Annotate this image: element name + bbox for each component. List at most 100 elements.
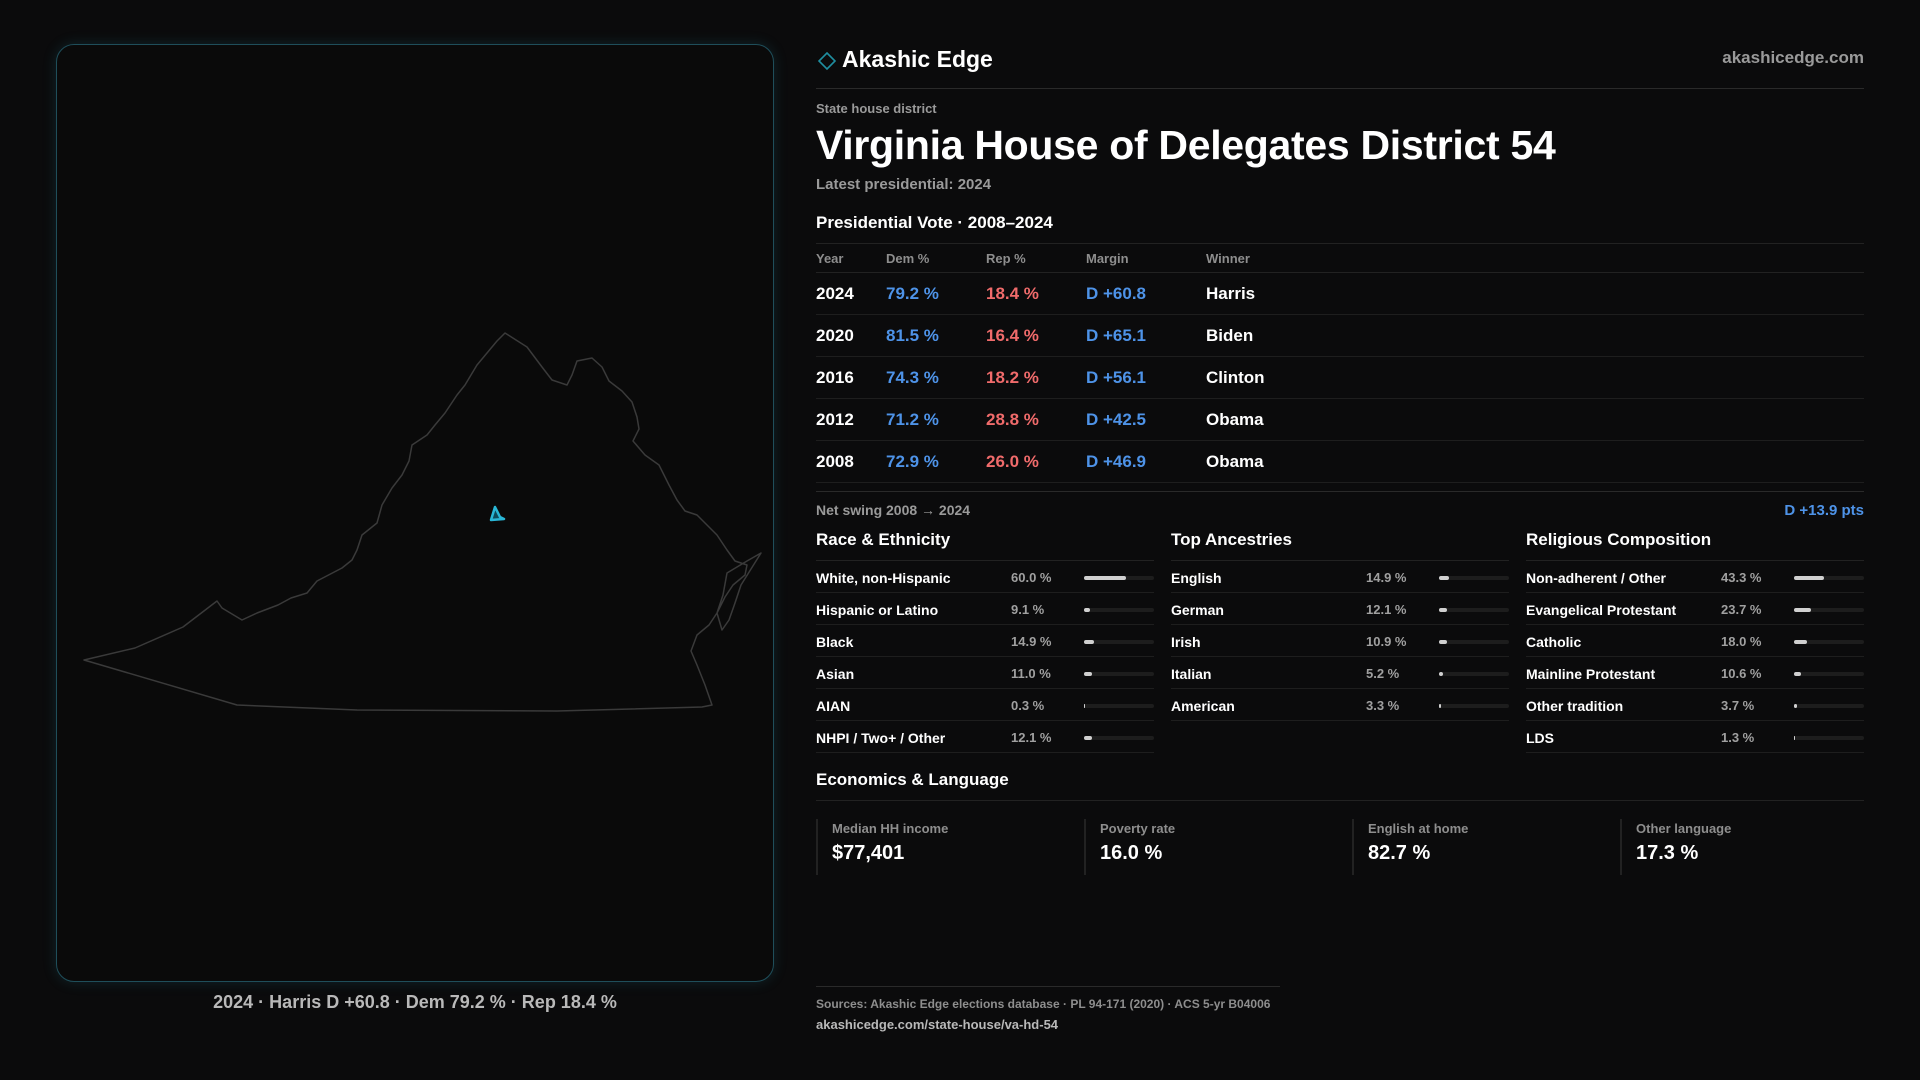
demographics-section: Race & Ethnicity White, non-Hispanic 60.0… (816, 530, 1864, 770)
item-bar-fill (1439, 672, 1443, 676)
item-label: German (1171, 602, 1224, 618)
item-pct: 14.9 % (1366, 570, 1407, 585)
item-bar (1439, 576, 1509, 580)
col-winner: Winner (1206, 244, 1864, 273)
virginia-outline (83, 332, 762, 712)
economics-title: Economics & Language (816, 770, 1864, 801)
item-pct: 1.3 % (1721, 730, 1755, 745)
economics-cards: Median HH income $77,401 Poverty rate 16… (816, 819, 1864, 909)
district-map (83, 332, 762, 712)
row-dem: 79.2 % (886, 272, 986, 315)
row-margin: D +65.1 (1086, 314, 1206, 357)
list-item: White, non-Hispanic 60.0 % (816, 561, 1154, 593)
item-label: NHPI / Two+ / Other (816, 730, 946, 746)
item-bar-fill (1794, 640, 1807, 644)
brand-url-link[interactable]: akashicedge.com (1722, 48, 1864, 67)
presidential-vote-table: Year Dem % Rep % Margin Winner 2024 79.2… (816, 244, 1864, 483)
table-row: 2020 81.5 % 16.4 % D +65.1 Biden (816, 314, 1864, 357)
list-item: Italian 5.2 % (1171, 657, 1509, 689)
item-label: English (1171, 570, 1222, 586)
item-label: Italian (1171, 666, 1212, 682)
list-item: Hispanic or Latino 9.1 % (816, 593, 1154, 625)
list-item: Catholic 18.0 % (1526, 625, 1864, 657)
item-pct: 43.3 % (1721, 570, 1762, 585)
row-dem: 81.5 % (886, 314, 986, 357)
row-margin: D +56.1 (1086, 356, 1206, 399)
item-pct: 9.1 % (1011, 602, 1045, 617)
district-highlight (489, 505, 506, 522)
item-bar (1084, 608, 1154, 612)
stat-value: 16.0 % (1100, 842, 1163, 864)
item-label: Asian (816, 666, 855, 682)
item-pct: 11.0 % (1011, 666, 1051, 681)
item-label: AIAN (816, 698, 851, 714)
ancestry-title: Top Ancestries (1171, 530, 1509, 561)
table-row: 2016 74.3 % 18.2 % D +56.1 Clinton (816, 356, 1864, 399)
item-pct: 60.0 % (1011, 570, 1052, 585)
item-bar-fill (1794, 576, 1825, 580)
list-item: LDS 1.3 % (1526, 721, 1864, 753)
item-pct: 5.2 % (1366, 666, 1400, 681)
row-margin: D +60.8 (1086, 272, 1206, 315)
stat-label: Other language (1636, 821, 1732, 836)
item-bar (1439, 608, 1509, 612)
item-bar-fill (1439, 704, 1442, 708)
row-year: 2008 (816, 440, 886, 483)
item-pct: 10.6 % (1721, 666, 1762, 681)
list-item: English 14.9 % (1171, 561, 1509, 593)
item-bar (1794, 576, 1864, 580)
footer: Sources: Akashic Edge elections database… (816, 986, 1280, 1032)
item-pct: 12.1 % (1011, 730, 1052, 745)
item-label: White, non-Hispanic (816, 570, 951, 586)
details-panel: Akashic Edge akashicedge.com State house… (816, 44, 1864, 909)
item-label: Evangelical Protestant (1526, 602, 1677, 618)
item-label: Non-adherent / Other (1526, 570, 1667, 586)
item-label: Other tradition (1526, 698, 1624, 714)
item-label: American (1171, 698, 1235, 714)
stat-label: Median HH income (832, 821, 949, 836)
row-year: 2024 (816, 272, 886, 315)
district-type: State house district (816, 101, 937, 116)
row-dem: 74.3 % (886, 356, 986, 399)
stat-card-english: English at home 82.7 % (1352, 819, 1604, 875)
row-dem: 71.2 % (886, 398, 986, 441)
list-item: Black 14.9 % (816, 625, 1154, 657)
row-rep: 26.0 % (986, 440, 1086, 483)
page-url-link[interactable]: akashicedge.com/state-house/va-hd-54 (816, 1017, 1059, 1032)
item-pct: 10.9 % (1366, 634, 1407, 649)
item-bar-fill (1439, 608, 1448, 612)
item-label: LDS (1526, 730, 1554, 746)
list-item: AIAN 0.3 % (816, 689, 1154, 721)
row-winner: Obama (1206, 440, 1864, 483)
item-bar (1794, 608, 1864, 612)
row-margin: D +42.5 (1086, 398, 1206, 441)
stat-card-other-language: Other language 17.3 % (1620, 819, 1872, 875)
row-winner: Clinton (1206, 356, 1864, 399)
item-label: Irish (1171, 634, 1201, 650)
item-bar (1794, 736, 1864, 740)
item-bar (1794, 704, 1864, 708)
item-bar-fill (1084, 672, 1092, 676)
item-bar (1084, 640, 1154, 644)
stat-label: Poverty rate (1100, 821, 1176, 836)
table-row: 2024 79.2 % 18.4 % D +60.8 Harris (816, 272, 1864, 315)
map-caption: 2024 · Harris D +60.8 · Dem 79.2 % · Rep… (213, 992, 617, 1012)
list-item: German 12.1 % (1171, 593, 1509, 625)
item-bar (1084, 576, 1154, 580)
item-bar (1084, 672, 1154, 676)
stat-card-income: Median HH income $77,401 (816, 819, 1068, 875)
religion-title: Religious Composition (1526, 530, 1864, 561)
col-year: Year (816, 244, 886, 273)
row-rep: 28.8 % (986, 398, 1086, 441)
page-title: Virginia House of Delegates District 54 (816, 122, 1556, 168)
item-label: Black (816, 634, 854, 650)
item-pct: 18.0 % (1721, 634, 1762, 649)
race-ethnicity-title: Race & Ethnicity (816, 530, 1154, 561)
list-item: American 3.3 % (1171, 689, 1509, 721)
brand-header: Akashic Edge akashicedge.com (816, 44, 1864, 89)
row-rep: 18.2 % (986, 356, 1086, 399)
item-label: Hispanic or Latino (816, 602, 939, 618)
map-panel (56, 44, 774, 982)
stat-value: $77,401 (832, 842, 905, 864)
item-label: Mainline Protestant (1526, 666, 1656, 682)
